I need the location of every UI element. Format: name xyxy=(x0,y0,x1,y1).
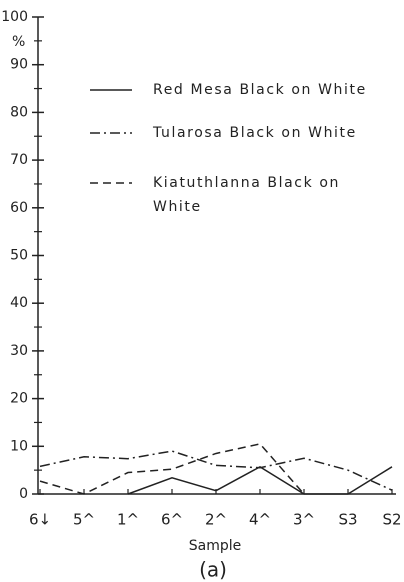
legend-label: Red Mesa Black on White xyxy=(153,82,367,98)
y-tick-label: 40 xyxy=(10,295,28,311)
y-tick-label: 90 xyxy=(10,57,28,73)
x-tick-label: 6↓ xyxy=(29,511,51,529)
y-tick-label: 20 xyxy=(10,391,28,407)
series-line xyxy=(39,450,393,491)
x-tick-label: 1^ xyxy=(117,511,139,529)
y-tick-label: 60 xyxy=(10,200,28,216)
y-tick-label: 50 xyxy=(10,248,28,264)
series-line xyxy=(39,443,305,495)
legend-label: Kiatuthlanna Black on White xyxy=(153,175,340,215)
x-tick-label: 4^ xyxy=(249,511,271,529)
y-tick-label: 70 xyxy=(10,152,28,168)
y-tick-label: 0 xyxy=(19,486,28,502)
x-tick-label: 6^ xyxy=(161,511,183,529)
y-tick-label: 10 xyxy=(10,438,28,454)
legend-label: Tularosa Black on White xyxy=(153,125,357,141)
series-line xyxy=(127,465,393,495)
x-tick-label: S3 xyxy=(338,511,357,529)
y-tick-label: 80 xyxy=(10,104,28,120)
caption: (a) xyxy=(199,558,227,582)
x-tick-label: 2^ xyxy=(205,511,227,529)
y-unit: % xyxy=(12,34,25,50)
y-tick-label: 30 xyxy=(10,343,28,359)
x-tick-label: S2 xyxy=(382,511,401,529)
x-tick-label: 3^ xyxy=(293,511,315,529)
x-axis-label: Sample xyxy=(189,538,242,554)
x-tick-label: 5^ xyxy=(73,511,95,529)
y-tick-label: 100 xyxy=(1,9,28,25)
